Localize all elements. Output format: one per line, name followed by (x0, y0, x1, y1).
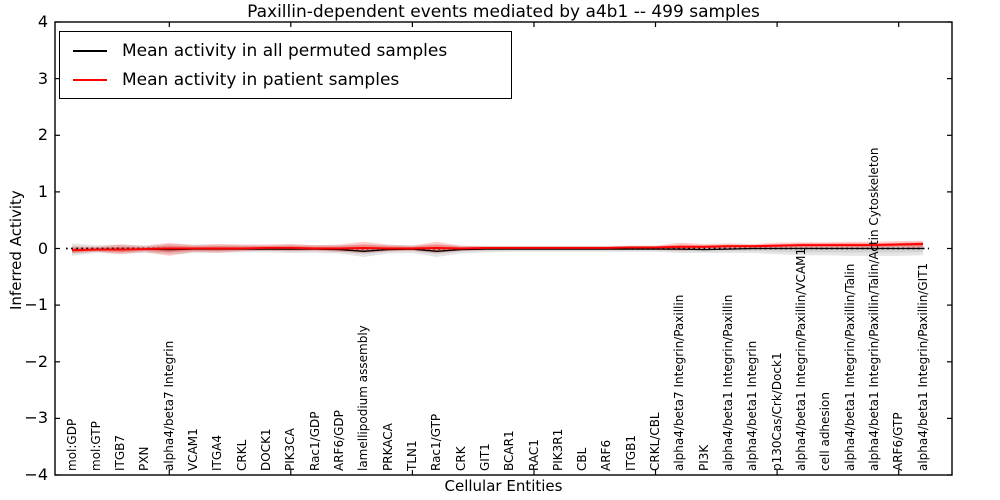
y-tick-label: 4 (37, 12, 48, 31)
x-category-label: Rac1/GDP (307, 411, 322, 471)
x-category-label: p130Cas/Crk/Dock1 (769, 352, 784, 471)
y-tick-label: −1 (24, 295, 48, 315)
legend-label: Mean activity in patient samples (122, 69, 400, 90)
x-category-label: cell adhesion (818, 392, 833, 471)
x-category-label: ARF6 (599, 439, 614, 471)
x-category-label: CBL (575, 447, 590, 471)
x-axis-label: Cellular Entities (444, 477, 563, 495)
legend-label: Mean activity in all permuted samples (122, 40, 448, 61)
x-category-label: ITGB1 (623, 434, 638, 471)
x-category-label: PI3K (696, 444, 711, 471)
x-category-label: alpha4/beta1 Integrin/Paxillin/VCAM1 (793, 247, 808, 471)
x-category-label: PRKACA (380, 423, 395, 471)
y-tick-label: 2 (37, 125, 48, 145)
x-category-label: alpha4/beta1 Integrin (745, 340, 760, 471)
legend-line-permuted-icon (73, 49, 107, 52)
x-category-label: RAC1 (526, 439, 541, 471)
x-category-label: alpha4/beta1 Integrin/Paxillin/Talin/Act… (866, 147, 881, 471)
x-category-label: CRKL (234, 439, 249, 471)
x-category-label: mol:GTP (88, 421, 103, 471)
x-category-label: lamellipodium assembly (356, 325, 371, 471)
y-tick-label: −2 (24, 351, 48, 371)
x-category-label: BCAR1 (502, 430, 517, 471)
x-category-label: TLN1 (404, 440, 419, 471)
legend-line-patient-icon (73, 78, 107, 81)
x-category-label: ITGA4 (210, 434, 225, 471)
x-category-label: alpha4/beta1 Integrin/Paxillin (721, 294, 735, 471)
x-category-label: VCAM1 (186, 428, 201, 471)
legend: Mean activity in all permuted samples Me… (59, 31, 512, 99)
x-category-label: alpha4/beta1 Integrin/Paxillin/Talin (842, 263, 857, 471)
x-category-label: Rac1/GTP (429, 413, 444, 471)
legend-item: Mean activity in patient samples (60, 69, 511, 91)
x-category-label: DOCK1 (259, 428, 273, 471)
y-tick-label: 1 (37, 181, 48, 201)
x-category-label: alpha4/beta1 Integrin/Paxillin/GIT1 (915, 262, 930, 471)
x-category-label: GIT1 (477, 443, 492, 471)
x-category-label: PIK3CA (283, 428, 298, 471)
x-category-label: PXN (137, 446, 152, 471)
x-category-label: PIK3R1 (550, 428, 565, 471)
x-category-label: ARF6/GDP (332, 410, 346, 471)
x-category-label: ARF6/GTP (891, 412, 906, 471)
x-category-label: ITGB7 (113, 434, 128, 471)
x-category-label: alpha4/beta7 Integrin (161, 340, 176, 471)
x-category-label: alpha4/beta7 Integrin/Paxillin (672, 294, 687, 471)
chart-title: Paxillin-dependent events mediated by a4… (247, 2, 760, 22)
x-category-label: CRK (453, 446, 468, 471)
y-tick-label: 0 (37, 238, 48, 258)
y-tick-label: −4 (24, 465, 48, 484)
x-category-label: mol:GDP (64, 418, 79, 471)
legend-item: Mean activity in all permuted samples (60, 40, 511, 62)
x-category-label: CRKL/CBL (648, 412, 662, 471)
mean-patient-line (71, 243, 924, 252)
y-tick-label: −3 (24, 408, 48, 428)
y-tick-label: 3 (37, 68, 48, 88)
